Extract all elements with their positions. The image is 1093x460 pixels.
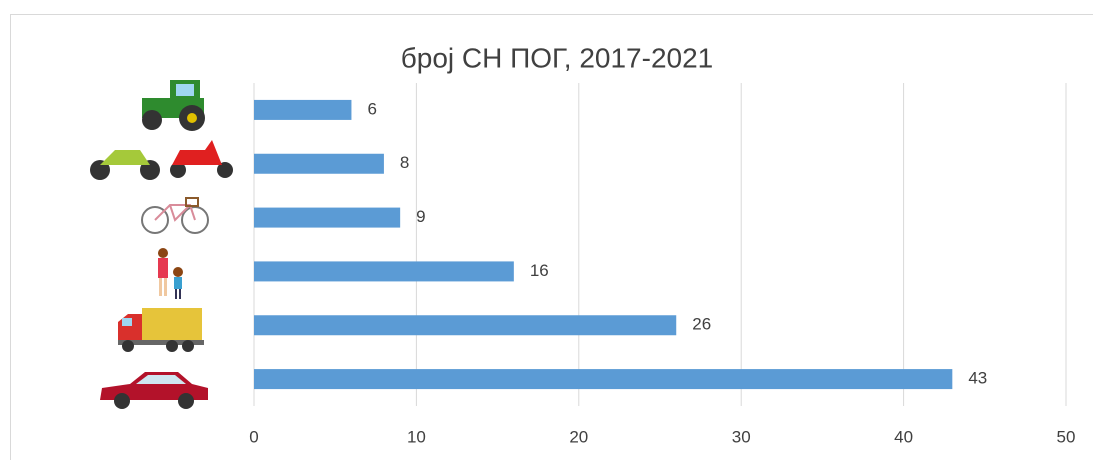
x-tick-label: 30 [732,427,751,446]
chart-title: број СН ПОГ, 2017-2021 [401,42,714,73]
pedestrian-icon [158,248,183,299]
tractor-icon [142,80,205,131]
data-label: 9 [416,207,425,226]
category-icons [90,80,233,409]
data-label: 16 [530,261,549,280]
motorbike-icon [90,140,233,180]
bar [254,207,401,228]
data-label: 6 [367,99,376,118]
bar [254,261,514,282]
bar [254,99,352,120]
data-label: 8 [400,153,409,172]
bar [254,315,677,336]
data-label: 26 [692,315,711,334]
bar [254,369,953,390]
x-tick-label: 50 [1057,427,1076,446]
data-label: 43 [968,369,987,388]
x-tick-label: 10 [407,427,426,446]
x-tick-label: 0 [249,427,258,446]
bicycle-icon [141,197,209,234]
x-tick-label: 20 [569,427,588,446]
truck-icon [118,308,204,352]
bar [254,153,384,174]
car-icon [100,372,208,409]
x-tick-label: 40 [894,427,913,446]
